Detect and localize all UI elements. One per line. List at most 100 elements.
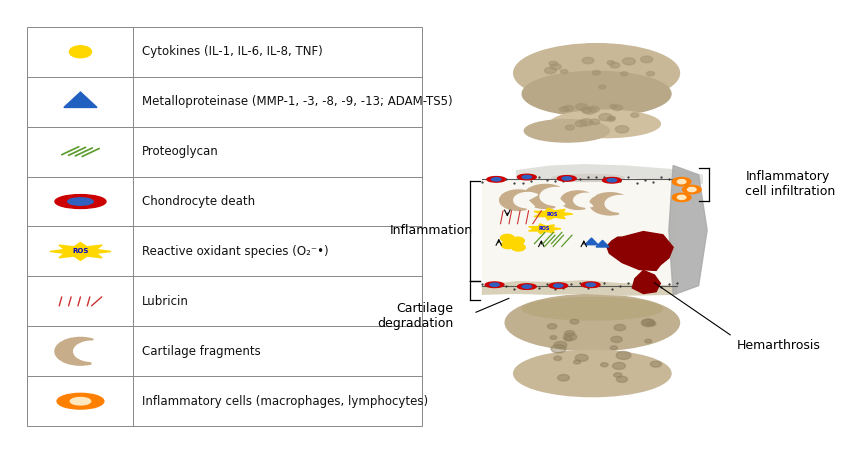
- Circle shape: [610, 62, 620, 68]
- Circle shape: [557, 375, 569, 381]
- Circle shape: [582, 57, 594, 64]
- Wedge shape: [590, 193, 624, 215]
- Bar: [27, 27, 422, 426]
- Circle shape: [610, 104, 617, 108]
- Text: ROS: ROS: [547, 212, 558, 217]
- Circle shape: [600, 363, 608, 367]
- Text: Inflammation: Inflammation: [390, 224, 473, 237]
- Ellipse shape: [492, 178, 501, 181]
- Ellipse shape: [562, 177, 572, 180]
- Bar: [482, 179, 678, 286]
- Circle shape: [647, 72, 654, 76]
- Circle shape: [554, 356, 562, 360]
- Text: Cartilage
degradation: Cartilage degradation: [378, 302, 454, 330]
- Ellipse shape: [505, 294, 679, 351]
- Ellipse shape: [586, 283, 595, 286]
- Circle shape: [70, 46, 91, 58]
- Circle shape: [550, 336, 556, 339]
- Text: Inflammatory cells (macrophages, lymphocytes): Inflammatory cells (macrophages, lymphoc…: [142, 395, 427, 408]
- Ellipse shape: [71, 398, 90, 405]
- Circle shape: [581, 107, 592, 113]
- Ellipse shape: [687, 187, 696, 192]
- Ellipse shape: [607, 179, 617, 182]
- Circle shape: [512, 244, 525, 251]
- Circle shape: [623, 58, 636, 65]
- Circle shape: [565, 331, 574, 336]
- Text: Proteoglycan: Proteoglycan: [142, 145, 218, 158]
- Circle shape: [549, 61, 557, 66]
- Circle shape: [574, 360, 580, 364]
- Wedge shape: [500, 190, 531, 210]
- Circle shape: [630, 113, 639, 117]
- Ellipse shape: [485, 282, 504, 287]
- Circle shape: [565, 125, 574, 130]
- Circle shape: [599, 85, 605, 89]
- Circle shape: [590, 119, 599, 125]
- Circle shape: [621, 72, 628, 76]
- Circle shape: [611, 346, 617, 350]
- Ellipse shape: [55, 194, 106, 208]
- Wedge shape: [605, 195, 631, 212]
- Polygon shape: [669, 166, 707, 295]
- Polygon shape: [529, 224, 561, 234]
- Circle shape: [607, 60, 615, 65]
- Ellipse shape: [522, 175, 531, 179]
- Polygon shape: [50, 242, 111, 260]
- Circle shape: [550, 64, 562, 70]
- Circle shape: [570, 319, 579, 324]
- Text: Chondrocyte death: Chondrocyte death: [142, 195, 255, 208]
- Text: Reactive oxidant species (O₂⁻•): Reactive oxidant species (O₂⁻•): [142, 245, 329, 258]
- Circle shape: [642, 319, 654, 325]
- Polygon shape: [596, 240, 609, 247]
- Circle shape: [561, 69, 568, 73]
- Wedge shape: [561, 191, 589, 209]
- Ellipse shape: [552, 174, 624, 181]
- Ellipse shape: [673, 193, 691, 201]
- Circle shape: [650, 361, 661, 367]
- Circle shape: [612, 362, 625, 369]
- Circle shape: [544, 67, 556, 73]
- Ellipse shape: [554, 284, 563, 287]
- Ellipse shape: [490, 283, 500, 286]
- Circle shape: [612, 105, 623, 111]
- Circle shape: [617, 376, 628, 382]
- Circle shape: [559, 106, 568, 112]
- Text: Lubricin: Lubricin: [142, 295, 188, 308]
- Circle shape: [563, 106, 574, 111]
- Circle shape: [583, 107, 596, 114]
- Polygon shape: [482, 280, 678, 296]
- Ellipse shape: [487, 177, 506, 182]
- Wedge shape: [513, 193, 538, 208]
- Circle shape: [641, 56, 653, 63]
- Polygon shape: [516, 164, 703, 184]
- Circle shape: [608, 116, 616, 120]
- Polygon shape: [607, 232, 673, 271]
- Circle shape: [593, 71, 600, 75]
- Circle shape: [563, 333, 577, 340]
- Ellipse shape: [525, 120, 610, 142]
- Polygon shape: [64, 92, 97, 107]
- Ellipse shape: [603, 178, 621, 183]
- Ellipse shape: [513, 44, 679, 102]
- Circle shape: [607, 117, 615, 121]
- Ellipse shape: [518, 174, 537, 180]
- Circle shape: [575, 354, 588, 361]
- Circle shape: [611, 336, 623, 343]
- Circle shape: [564, 336, 573, 341]
- Circle shape: [642, 319, 654, 326]
- Ellipse shape: [549, 283, 568, 288]
- Ellipse shape: [68, 198, 93, 205]
- Circle shape: [599, 113, 612, 121]
- Circle shape: [645, 339, 652, 343]
- Ellipse shape: [683, 186, 701, 194]
- Text: Metalloproteinase (MMP-1, -3, -8, -9, -13; ADAM-TS5): Metalloproteinase (MMP-1, -3, -8, -9, -1…: [142, 95, 452, 108]
- Ellipse shape: [550, 110, 660, 138]
- Circle shape: [575, 104, 587, 110]
- Ellipse shape: [513, 350, 671, 397]
- Circle shape: [501, 241, 515, 249]
- Circle shape: [616, 352, 631, 359]
- Wedge shape: [524, 185, 560, 208]
- Circle shape: [588, 106, 599, 112]
- Wedge shape: [540, 187, 568, 206]
- Wedge shape: [574, 193, 595, 207]
